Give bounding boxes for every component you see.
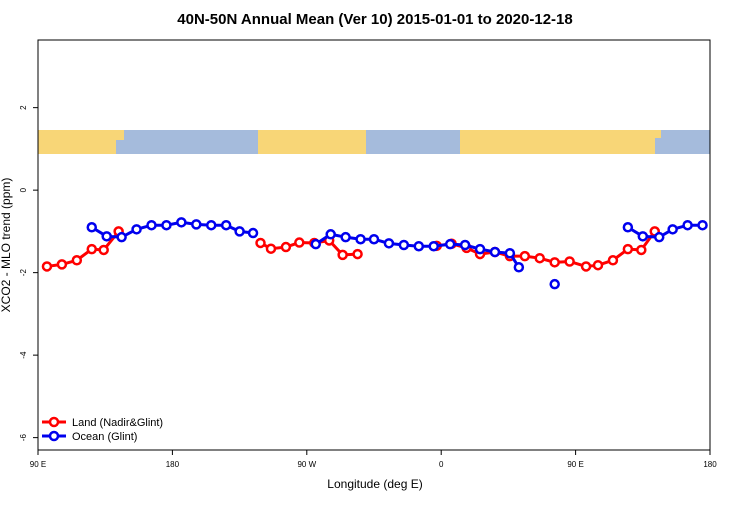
x-tick-label: 180 xyxy=(166,460,180,469)
data-point xyxy=(247,227,259,239)
x-tick-label: 180 xyxy=(703,460,717,469)
data-point xyxy=(352,248,363,260)
data-point xyxy=(41,261,53,272)
y-tick-label: -6 xyxy=(19,434,28,442)
data-point xyxy=(513,262,525,273)
y-tick-label: 0 xyxy=(19,187,28,192)
data-point xyxy=(549,257,560,268)
legend-label: Land (Nadir&Glint) xyxy=(72,417,163,429)
data-point xyxy=(176,217,187,228)
y-tick-label: -4 xyxy=(19,351,28,359)
data-point xyxy=(413,240,425,252)
data-point xyxy=(146,219,157,231)
y-axis-label: XCO2 - MLO trend (ppm) xyxy=(0,178,13,313)
data-point xyxy=(265,243,277,254)
legend-label: Ocean (Glint) xyxy=(72,431,137,443)
data-point xyxy=(337,249,348,261)
data-point xyxy=(697,219,708,231)
data-point xyxy=(564,256,575,267)
data-point xyxy=(234,226,245,237)
map-strip xyxy=(38,130,710,154)
data-point xyxy=(474,243,486,255)
data-point xyxy=(383,238,395,249)
x-tick-label: 90 W xyxy=(297,460,316,469)
data-point xyxy=(592,259,604,271)
data-point xyxy=(294,237,305,248)
data-point xyxy=(355,233,366,245)
data-point xyxy=(340,231,351,243)
data-point xyxy=(368,233,380,245)
legend-item: Ocean (Glint) xyxy=(42,430,137,443)
data-point xyxy=(504,247,516,259)
data-point xyxy=(682,219,693,231)
data-point xyxy=(101,231,112,242)
data-point xyxy=(161,219,172,231)
x-tick-label: 90 E xyxy=(567,460,583,469)
data-point xyxy=(653,231,665,243)
data-point xyxy=(459,239,471,251)
data-point xyxy=(131,224,142,235)
data-point xyxy=(325,229,336,240)
data-point xyxy=(636,244,647,256)
legend-marker xyxy=(48,430,60,442)
data-point xyxy=(637,231,649,242)
data-point xyxy=(580,261,592,272)
data-point xyxy=(607,255,619,266)
data-point xyxy=(280,241,292,253)
data-point xyxy=(534,252,546,264)
data-point xyxy=(622,222,634,233)
legend-item: Land (Nadir&Glint) xyxy=(42,416,163,429)
plot-frame xyxy=(37,39,711,451)
data-point xyxy=(549,278,560,290)
data-point xyxy=(519,250,531,262)
x-tick-label: 90 E xyxy=(30,460,46,469)
data-point xyxy=(56,259,68,270)
x-axis-label: Longitude (deg E) xyxy=(327,477,422,491)
data-point xyxy=(667,224,678,235)
data-point xyxy=(398,239,410,251)
x-tick-label: 0 xyxy=(439,460,444,469)
data-point xyxy=(86,243,98,255)
y-tick-label: -2 xyxy=(19,269,28,277)
data-point xyxy=(205,219,217,231)
data-point xyxy=(116,231,127,243)
data-point xyxy=(255,237,266,249)
data-point xyxy=(71,255,83,266)
series-line xyxy=(436,230,656,268)
data-point xyxy=(191,219,202,230)
data-point xyxy=(310,238,322,250)
legend-marker xyxy=(48,416,60,428)
data-point xyxy=(86,222,98,233)
y-tick-label: 2 xyxy=(19,105,28,110)
data-point xyxy=(489,246,501,258)
data-point xyxy=(428,240,439,252)
data-point xyxy=(444,238,456,250)
data-point xyxy=(622,243,634,255)
data-point xyxy=(98,244,109,256)
data-point xyxy=(220,219,232,231)
chart-title: 40N-50N Annual Mean (Ver 10) 2015-01-01 … xyxy=(177,11,572,28)
